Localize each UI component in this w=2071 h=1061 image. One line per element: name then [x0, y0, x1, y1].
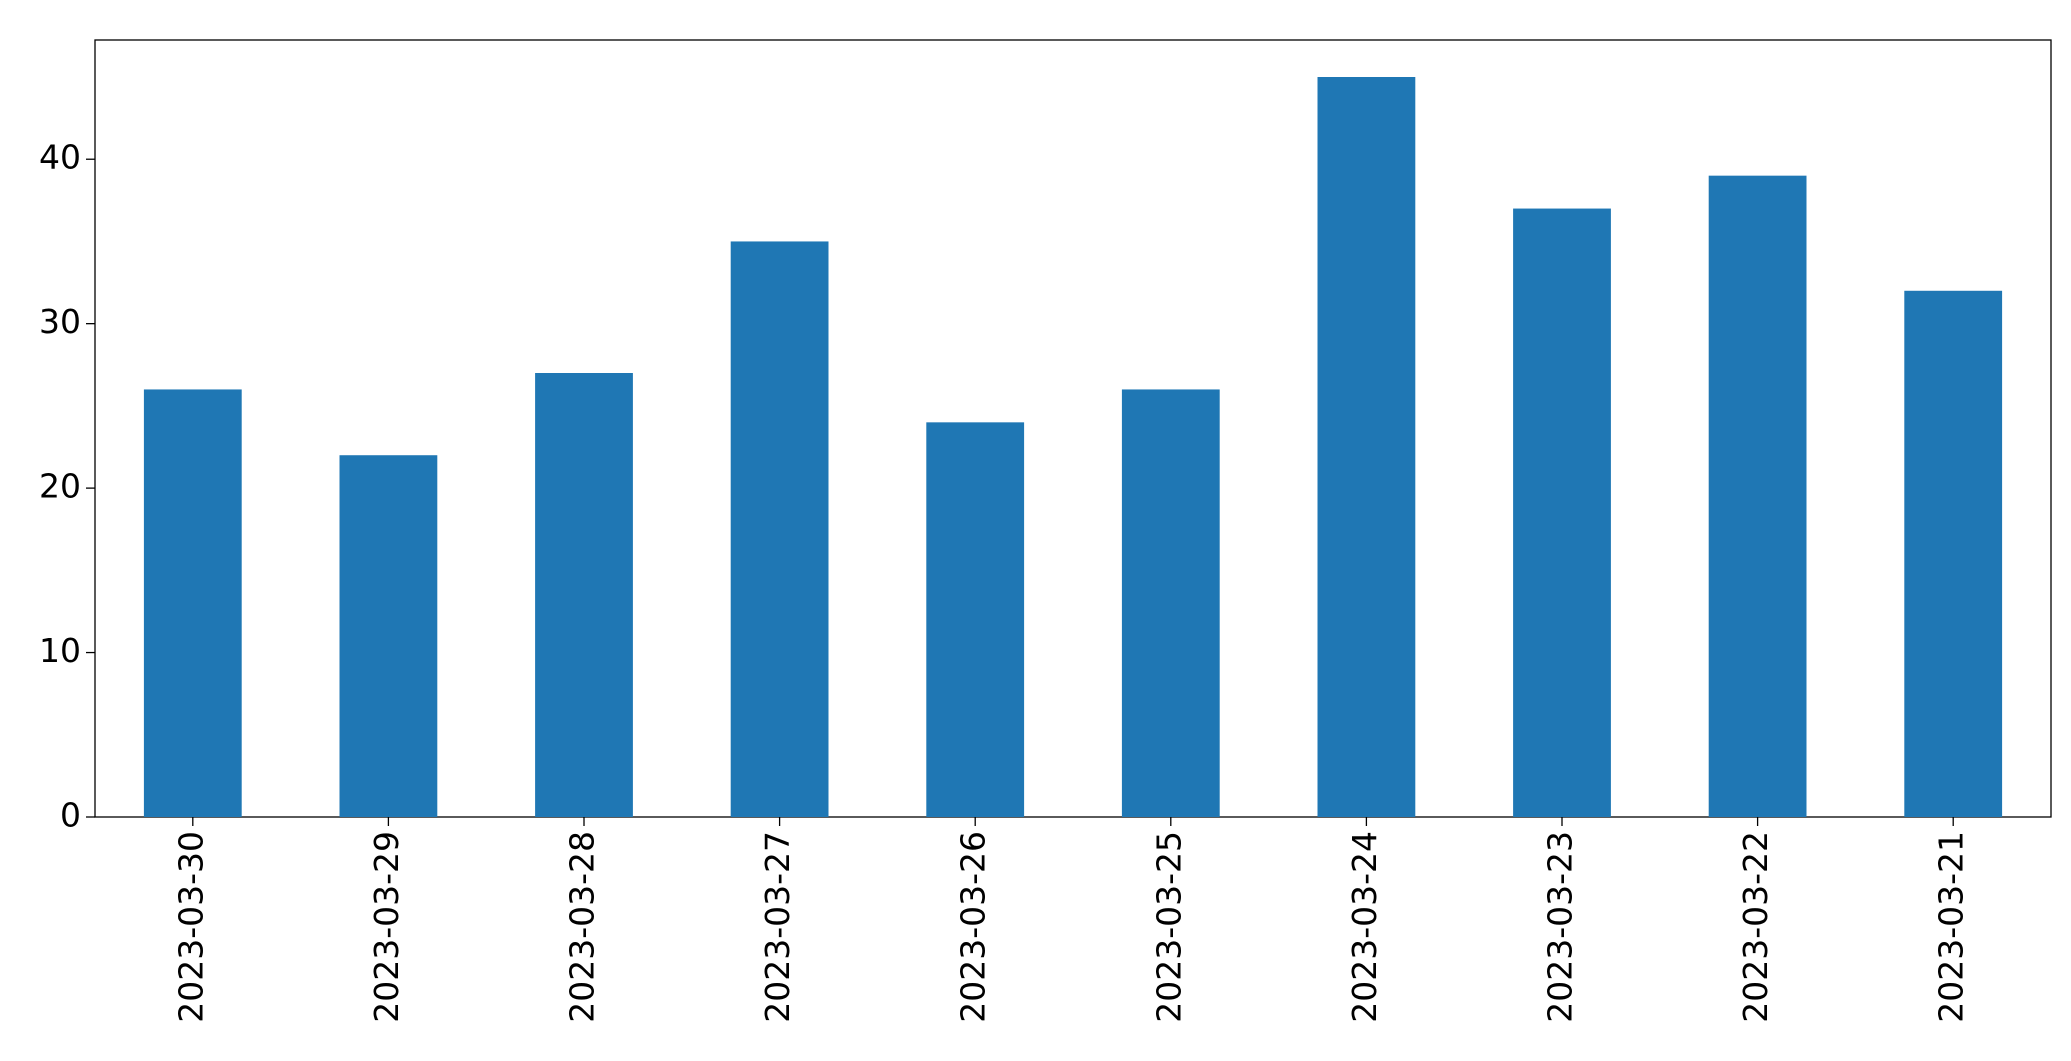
bar: [926, 422, 1025, 817]
x-tick-label: 2023-03-29: [367, 831, 406, 1023]
bar: [1317, 77, 1416, 817]
bar: [535, 373, 633, 817]
x-tick-label: 2023-03-25: [1149, 831, 1188, 1023]
x-tick-label: 2023-03-30: [171, 831, 210, 1023]
bar: [1513, 208, 1611, 818]
x-tick-label: 2023-03-24: [1345, 831, 1384, 1023]
bar: [1708, 175, 1807, 817]
x-tick-label: 2023-03-28: [563, 831, 602, 1023]
x-tick-label: 2023-03-26: [954, 831, 993, 1023]
y-tick-label: 20: [39, 467, 81, 506]
bar: [339, 455, 438, 817]
bar: [1904, 290, 2003, 817]
y-tick-label: 40: [39, 138, 81, 177]
x-tick-label: 2023-03-23: [1541, 831, 1580, 1023]
x-tick-label: 2023-03-27: [758, 831, 797, 1023]
bar: [143, 389, 242, 817]
bar: [1121, 389, 1220, 817]
y-tick-label: 30: [39, 302, 81, 341]
bar: [730, 241, 829, 817]
x-tick-label: 2023-03-22: [1736, 831, 1775, 1023]
y-tick-label: 10: [39, 631, 81, 670]
y-tick-label: 0: [60, 796, 81, 835]
plot-frame: [94, 39, 2052, 818]
x-tick-label: 2023-03-21: [1932, 831, 1971, 1023]
